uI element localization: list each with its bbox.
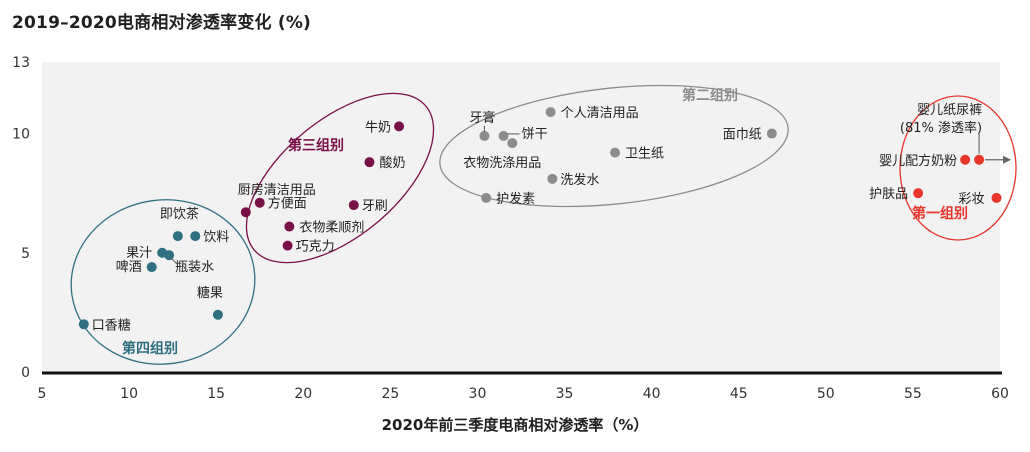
x-tick-label: 15 <box>207 386 225 402</box>
data-point <box>547 173 558 184</box>
x-tick-label: 55 <box>904 386 922 402</box>
data-point <box>164 250 175 261</box>
data-point <box>190 231 201 242</box>
label-connector <box>170 257 178 265</box>
point-label: 口香糖 <box>92 317 131 333</box>
data-point <box>974 154 985 165</box>
point-label: 护肤品 <box>869 187 908 202</box>
point-label: 洗发水 <box>560 172 599 188</box>
data-point <box>254 197 265 208</box>
point-label: 个人清洁用品 <box>561 106 639 121</box>
point-label: 彩妆 <box>959 192 985 207</box>
chart-title: 2019–2020电商相对渗透率变化 (%) <box>12 13 312 33</box>
data-point <box>507 138 518 149</box>
x-tick-label: 10 <box>120 386 138 402</box>
data-point <box>479 130 490 141</box>
point-label: 衣物柔顺剂 <box>299 220 364 236</box>
point-label: 面巾纸 <box>723 128 762 143</box>
point-label: 厨房清洁用品 <box>238 182 316 198</box>
point-label: 啤酒 <box>116 260 142 275</box>
point-label: 糖果 <box>197 285 223 301</box>
point-label: 卫生纸 <box>625 147 664 162</box>
data-point <box>212 309 223 320</box>
group-label: 第二组别 <box>682 87 738 104</box>
data-point <box>498 130 509 141</box>
penetration-annotation: (81% 渗透率) <box>900 120 982 136</box>
group-label: 第三组别 <box>288 137 344 154</box>
data-point <box>960 154 971 165</box>
point-label: 饼干 <box>522 127 548 142</box>
point-label: 酸奶 <box>379 156 405 171</box>
group-label: 第一组别 <box>912 205 968 222</box>
x-tick-label: 40 <box>643 386 661 402</box>
x-tick-label: 5 <box>38 386 47 402</box>
y-tick-label: 13 <box>12 55 30 71</box>
point-label: 牛奶 <box>365 120 391 135</box>
group-outline <box>899 95 1017 241</box>
data-point <box>146 262 157 273</box>
x-tick-label: 35 <box>556 386 574 402</box>
data-point <box>913 188 924 199</box>
point-label: 方便面 <box>268 196 307 212</box>
data-point <box>364 157 375 168</box>
data-point <box>284 221 295 232</box>
y-tick-label: 5 <box>21 246 30 262</box>
y-tick-label: 0 <box>21 365 30 381</box>
x-tick-label: 25 <box>381 386 399 402</box>
point-label: 衣物洗涤用品 <box>463 155 541 171</box>
point-label: 饮料 <box>203 230 229 245</box>
x-tick-label: 45 <box>730 386 748 402</box>
data-point <box>78 319 89 330</box>
x-tick-label: 30 <box>469 386 487 402</box>
data-point <box>394 121 405 132</box>
point-label: 瓶装水 <box>175 260 214 275</box>
point-label: 果汁 <box>126 246 152 261</box>
data-point <box>172 231 183 242</box>
x-tick-label: 60 <box>991 386 1009 402</box>
data-point <box>481 192 492 203</box>
data-point <box>282 240 293 251</box>
x-tick-label: 50 <box>817 386 835 402</box>
data-point <box>766 128 777 139</box>
y-tick-label: 10 <box>12 127 30 143</box>
plot-background <box>42 62 1000 372</box>
data-point <box>545 107 556 118</box>
point-label: 婴儿配方奶粉 <box>879 153 957 169</box>
point-label: 牙膏 <box>469 110 495 126</box>
point-label: 牙刷 <box>362 199 388 214</box>
group-outline <box>439 84 789 208</box>
group-outline <box>70 199 256 365</box>
point-label: 即饮茶 <box>160 206 199 222</box>
data-point <box>348 200 359 211</box>
data-point <box>991 192 1002 203</box>
x-axis-label: 2020年前三季度电商相对渗透率（%） <box>381 416 649 434</box>
x-tick-label: 20 <box>294 386 312 402</box>
group-label: 第四组别 <box>122 340 178 357</box>
point-label: 护发素 <box>496 191 535 207</box>
group-outline <box>245 92 435 264</box>
point-label: 巧克力 <box>296 240 335 255</box>
data-point <box>610 147 621 158</box>
point-label: 婴儿纸尿裤 <box>917 103 982 118</box>
data-point <box>240 207 251 218</box>
arrow-head <box>1003 155 1012 164</box>
